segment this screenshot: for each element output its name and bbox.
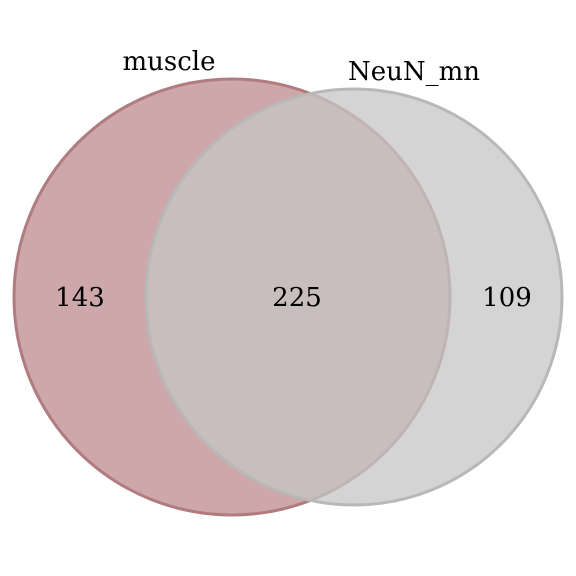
count-intersection: 225 <box>272 283 322 313</box>
set-label-neun-mn: NeuN_mn <box>348 57 480 87</box>
count-neun-mn-only: 109 <box>482 283 532 313</box>
set-label-muscle: muscle <box>122 47 215 77</box>
count-muscle-only: 143 <box>55 283 105 313</box>
venn-circle-neun-mn <box>144 87 564 507</box>
